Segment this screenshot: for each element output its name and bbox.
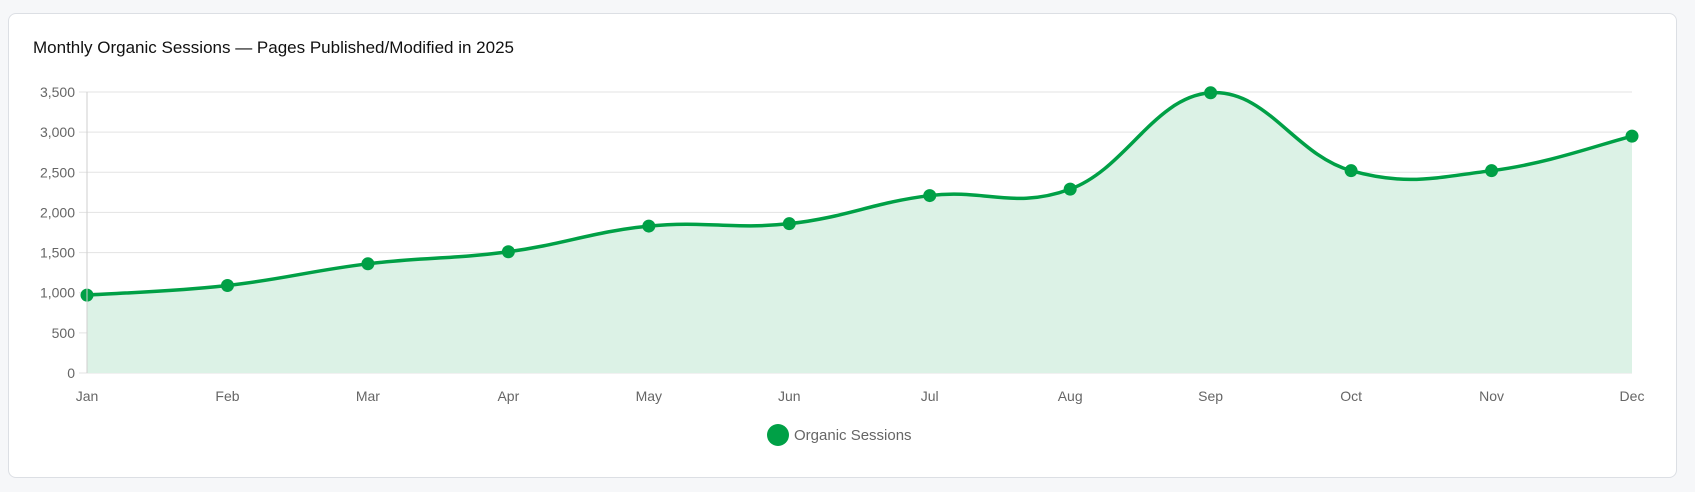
y-tick-label: 3,000 xyxy=(40,124,75,140)
y-tick-label: 2,500 xyxy=(40,164,75,180)
data-point-jun[interactable] xyxy=(782,217,796,231)
y-tick-label: 3,500 xyxy=(40,84,75,100)
x-tick-label: Jun xyxy=(778,388,801,404)
x-tick-label: Jul xyxy=(921,388,939,404)
area-fill-layer xyxy=(87,92,1632,374)
x-tick-label: Feb xyxy=(215,388,239,404)
x-axis: Jan Feb Mar Apr May Jun Jul Aug Sep Oct Nov Dec xyxy=(76,388,1645,404)
x-tick-label: Mar xyxy=(356,388,380,404)
y-tick-label: 2,000 xyxy=(40,204,75,220)
data-points xyxy=(80,86,1639,302)
data-point-apr[interactable] xyxy=(501,245,515,259)
y-tick-label: 1,000 xyxy=(40,285,75,301)
data-point-mar[interactable] xyxy=(361,257,375,271)
x-tick-label: Jan xyxy=(76,388,99,404)
legend[interactable]: Organic Sessions xyxy=(767,424,912,446)
data-point-may[interactable] xyxy=(642,219,656,233)
data-point-aug[interactable] xyxy=(1063,182,1077,196)
x-tick-label: Nov xyxy=(1479,388,1504,404)
series-area-organic-sessions xyxy=(87,92,1632,374)
legend-swatch[interactable] xyxy=(767,424,789,446)
y-tick-label: 1,500 xyxy=(40,245,75,261)
data-point-oct[interactable] xyxy=(1344,164,1358,178)
x-tick-label: Aug xyxy=(1058,388,1083,404)
x-tick-label: Apr xyxy=(497,388,519,404)
data-point-feb[interactable] xyxy=(220,278,234,292)
data-point-nov[interactable] xyxy=(1485,164,1499,178)
y-axis: 0 500 1,000 1,500 2,000 2,500 3,000 3,500 xyxy=(40,84,88,381)
legend-label[interactable]: Organic Sessions xyxy=(794,427,912,444)
x-tick-label: Oct xyxy=(1340,388,1362,404)
data-point-jul[interactable] xyxy=(923,189,937,203)
x-tick-label: May xyxy=(636,388,662,404)
data-point-sep[interactable] xyxy=(1204,86,1218,100)
y-tick-label: 0 xyxy=(67,365,75,381)
chart-title: Monthly Organic Sessions — Pages Publish… xyxy=(33,38,514,57)
data-point-dec[interactable] xyxy=(1625,129,1639,143)
x-tick-label: Sep xyxy=(1198,388,1223,404)
x-tick-label: Dec xyxy=(1620,388,1645,404)
y-tick-label: 500 xyxy=(52,325,76,341)
